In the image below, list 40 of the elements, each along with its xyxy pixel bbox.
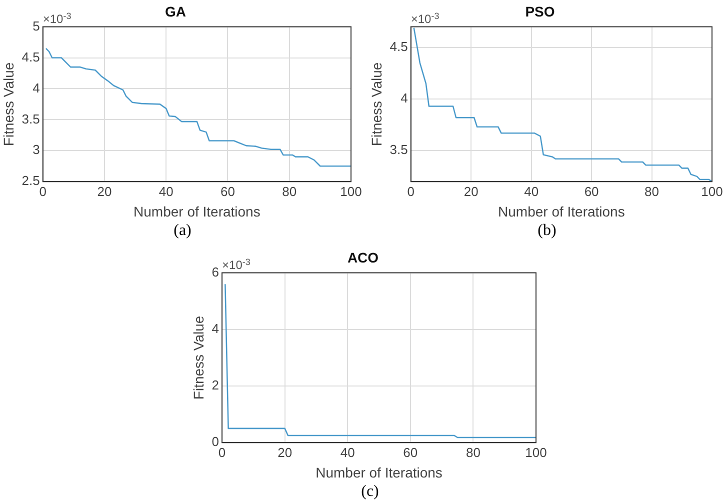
y-axis-title: Fitness Value [190,316,206,400]
y-tick-label: 4.5 [22,49,40,64]
x-tick-label: 20 [278,444,292,460]
x-tick-label: 80 [282,184,297,199]
x-axis-title: Number of Iterations [134,203,260,220]
x-tick-label: 40 [340,444,355,460]
y-tick-label: 3 [32,142,40,158]
x-tick-label: 40 [524,184,539,199]
y-tick-label: 3.5 [390,142,408,158]
x-tick-label: 80 [644,184,660,199]
text: (a) [172,222,192,240]
x-tick-label: 100 [525,444,547,460]
y-tick-label: 4 [32,80,40,96]
x-tick-label: 20 [97,184,112,199]
y-tick-label: 4 [400,90,408,106]
y-tick-label: 4 [212,320,220,336]
y-tick-label: 2 [212,378,220,393]
y-tick-label: 2.5 [22,173,40,188]
chart-title: GA [165,3,186,20]
x-tick-label: 60 [220,184,235,199]
x-tick-label: 100 [701,184,723,199]
y-axis-title: Fitness Value [0,62,16,146]
x-tick-label: 100 [340,184,362,199]
y-tick-label: 5 [32,18,40,34]
x-tick-label: 60 [584,184,599,199]
x-tick-label: 20 [464,184,478,199]
x-tick-label: 60 [403,444,418,460]
y-tick-label: 3.5 [22,111,40,126]
text: (b) [536,222,558,240]
x-tick-label: 80 [466,444,480,460]
y-axis-title: Fitness Value [368,62,384,146]
chart-title: ACO [347,249,379,266]
text: (c) [360,483,380,501]
y-tick-label: 0 [212,434,220,450]
x-axis-title: Number of Iterations [316,464,442,480]
x-tick-label: 40 [158,184,174,199]
chart-title: PSO [525,3,555,20]
y-tick-label: 6 [212,264,220,280]
y-tick-label: 4.5 [390,39,408,54]
x-axis-title: Number of Iterations [498,203,625,220]
